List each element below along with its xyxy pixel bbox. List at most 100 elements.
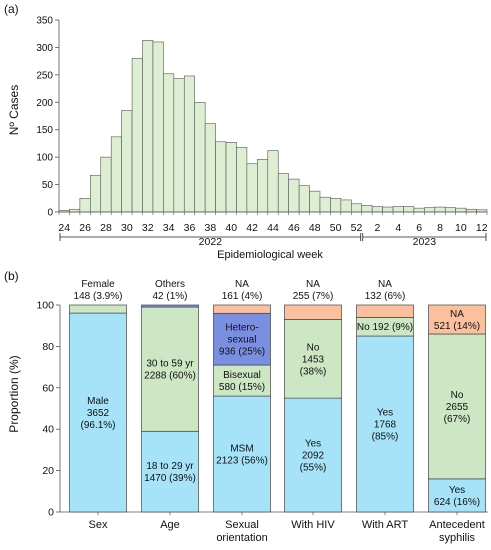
panel-a-bar bbox=[236, 146, 248, 213]
panel-b-segment-label: NA bbox=[450, 309, 464, 320]
panel-b-segment bbox=[428, 304, 486, 335]
panel-a-bar bbox=[288, 178, 300, 213]
panel-a-bar bbox=[392, 206, 404, 213]
panel-a-x-tick-label: 38 bbox=[205, 222, 217, 234]
panel-a-label: (a) bbox=[4, 2, 19, 16]
panel-a-bar bbox=[79, 197, 91, 213]
panel-b-label: (b) bbox=[4, 269, 19, 283]
panel-b-segment-label: (85%) bbox=[372, 432, 399, 443]
panel-b-segment-label: Yes bbox=[449, 485, 465, 496]
panel-a-x-tick-label: 8 bbox=[437, 222, 443, 234]
panel-a-bar bbox=[403, 206, 415, 213]
panel-b-category-label: syphilis bbox=[439, 532, 476, 544]
panel-a-bar bbox=[298, 185, 310, 213]
panel-a-y-axis: 0 50 100 150 200 250 300 350 bbox=[36, 16, 60, 219]
panel-a-x-axis-label: Epidemiological week bbox=[217, 249, 323, 261]
panel-a-x-tick-label: 30 bbox=[121, 222, 133, 234]
panel-a-bars bbox=[58, 39, 488, 213]
panel-b-y-tick-label: 40 bbox=[42, 424, 54, 436]
panel-b-segment bbox=[284, 319, 342, 399]
panel-b-top-label: Female bbox=[81, 279, 115, 290]
panel-b-segment-label: No 192 (9%) bbox=[357, 322, 413, 333]
panel-a-bar bbox=[277, 173, 289, 213]
panel-a-bar bbox=[382, 206, 394, 213]
panel-b-top-label: NA bbox=[306, 279, 320, 290]
panel-a-x-axis: 24 26 28 30 32 34 36 38 40 42 44 46 48 50 52 2 4 6 8 10 12 bbox=[58, 211, 488, 234]
panel-b-category-label: With HIV bbox=[291, 519, 335, 531]
panel-a-year-label: 2023 bbox=[413, 236, 437, 248]
panel-b-segment-label: 936 (25%) bbox=[219, 347, 265, 358]
panel-b-segment-label: (67%) bbox=[444, 414, 471, 425]
panel-a-x-tick-label: 36 bbox=[184, 222, 196, 234]
panel-a-y-tick-label: 300 bbox=[36, 43, 53, 54]
panel-a-bar bbox=[267, 150, 279, 213]
panel-b-segment-label: 2288 (60%) bbox=[144, 371, 196, 382]
panel-a-x-tick-label: 48 bbox=[309, 222, 321, 234]
panel-a-bar bbox=[100, 156, 112, 213]
panel-b-segment bbox=[69, 304, 127, 314]
panel-b-y-tick-label: 0 bbox=[48, 507, 54, 519]
panel-b-y-axis: 0 20 40 60 80 100 bbox=[36, 300, 488, 519]
panel-b-segment-label: Yes bbox=[377, 408, 393, 419]
panel-a-histogram: (a) Nº Cases Epidemiological week 050100… bbox=[4, 2, 488, 261]
panel-b-top-label: 132 (6%) bbox=[365, 291, 406, 302]
panel-b-category-label: Sexual bbox=[225, 519, 259, 531]
panel-b-segment-label: 1470 (39%) bbox=[144, 473, 196, 484]
panel-a-bar bbox=[131, 58, 143, 213]
panel-b-segment bbox=[428, 333, 486, 480]
panel-a-x-tick-label: 6 bbox=[416, 222, 422, 234]
panel-a-y-tick-label: 200 bbox=[36, 98, 53, 109]
panel-a-bar bbox=[194, 101, 206, 213]
panel-b-category-label: Antecedent bbox=[429, 519, 485, 531]
panel-a-bar bbox=[204, 123, 216, 213]
panel-a-y-tick-label: 0 bbox=[47, 208, 53, 219]
panel-b-y-axis-label: Proportion (%) bbox=[7, 355, 21, 432]
panel-a-bar bbox=[257, 159, 269, 213]
panel-b-segment-label: No bbox=[451, 390, 464, 401]
panel-b-segment-label: MSM bbox=[230, 444, 253, 455]
panel-a-x-tick-label: 4 bbox=[395, 222, 401, 234]
panel-b-segment-label: 2092 bbox=[302, 451, 325, 462]
panel-b-segment-label: (55%) bbox=[300, 463, 327, 474]
panel-b-category-label: Sex bbox=[89, 519, 108, 531]
panel-a-bar bbox=[110, 136, 122, 213]
panel-b-category-label: With ART bbox=[362, 519, 409, 531]
panel-b-segment-label: 580 (15%) bbox=[219, 382, 265, 393]
panel-a-bar bbox=[444, 207, 456, 213]
panel-b-segment bbox=[213, 312, 271, 366]
panel-b-segment bbox=[141, 306, 199, 432]
panel-b-top-label: 161 (4%) bbox=[222, 291, 263, 302]
panel-a-bar bbox=[319, 196, 331, 213]
panel-a-bar bbox=[173, 78, 185, 213]
panel-b-segment bbox=[356, 304, 414, 318]
panel-b-y-tick-label: 100 bbox=[36, 300, 54, 312]
panel-b-segment-label: 2123 (56%) bbox=[216, 456, 268, 467]
panel-a-bar bbox=[183, 75, 196, 213]
panel-b-segment-label: 521 (14%) bbox=[434, 321, 480, 332]
panel-a-x-tick-label: 26 bbox=[79, 222, 91, 234]
panel-a-bar bbox=[455, 207, 467, 213]
panel-b-top-label: 148 (3.9%) bbox=[74, 291, 123, 302]
panel-b-segment-label: 3652 bbox=[87, 408, 110, 419]
panel-a-bar bbox=[361, 205, 373, 213]
panel-b-y-tick-label: 80 bbox=[42, 341, 54, 353]
panel-a-y-tick-label: 100 bbox=[36, 153, 53, 164]
panel-a-x-tick-label: 24 bbox=[58, 222, 70, 234]
panel-b-top-label: 42 (1%) bbox=[152, 291, 187, 302]
panel-b-segment-label: sexual bbox=[228, 335, 257, 346]
panel-a-bar bbox=[163, 73, 175, 213]
panel-a-x-tick-label: 10 bbox=[455, 222, 467, 234]
panel-b-top-label: NA bbox=[378, 279, 392, 290]
panel-a-y-tick-label: 250 bbox=[36, 70, 53, 81]
panel-a-bar bbox=[330, 197, 342, 213]
panel-a-bar bbox=[465, 208, 477, 213]
panel-a-year-label: 2022 bbox=[199, 236, 223, 248]
panel-b-segment bbox=[141, 430, 199, 513]
panel-b-segment-label: Male bbox=[87, 396, 109, 407]
panel-b-segment-label: 2655 bbox=[446, 402, 469, 413]
panel-a-x-tick-label: 34 bbox=[163, 222, 175, 234]
panel-a-bar bbox=[413, 207, 425, 213]
panel-a-bar bbox=[90, 174, 102, 213]
